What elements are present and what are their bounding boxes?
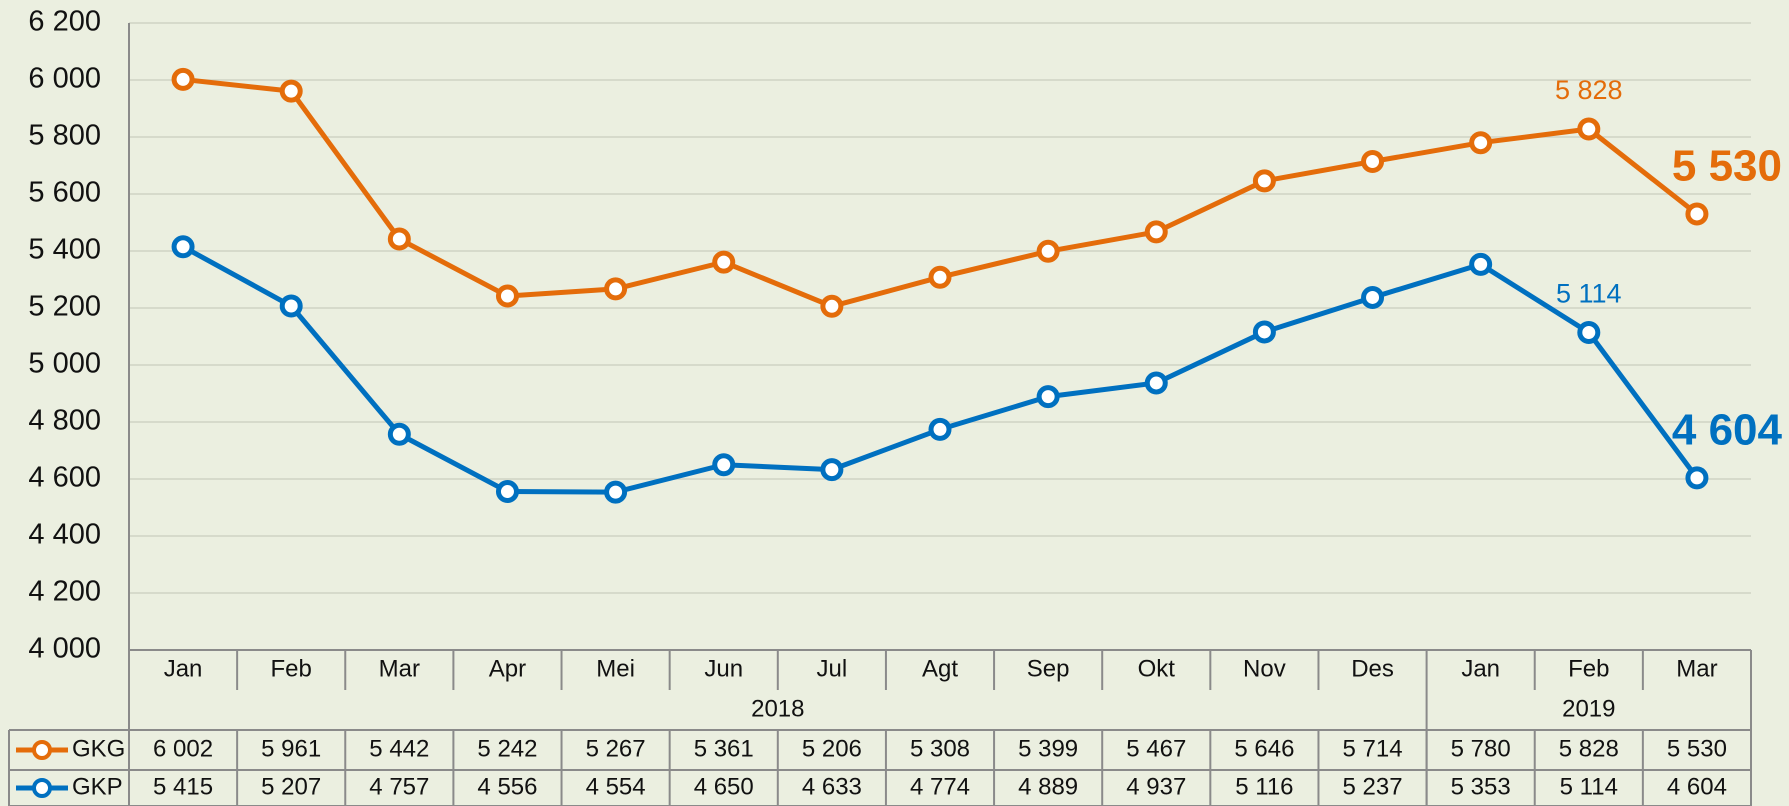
table-value: 5 646 (1234, 735, 1294, 762)
y-tick-label: 4 000 (28, 633, 101, 665)
table-value: 4 889 (1018, 773, 1078, 800)
table-value: 4 604 (1667, 773, 1727, 800)
y-tick-label: 4 600 (28, 462, 101, 494)
x-tick-label: Mei (596, 655, 635, 682)
legend-marker (32, 740, 52, 760)
y-tick-label: 4 200 (28, 576, 101, 608)
table-value: 4 757 (369, 773, 429, 800)
table-value: 5 828 (1559, 735, 1619, 762)
point (171, 235, 195, 259)
point (495, 284, 519, 308)
point (604, 277, 628, 301)
table-value: 4 633 (802, 773, 862, 800)
point (1036, 385, 1060, 409)
table-value: 4 774 (910, 773, 970, 800)
point (387, 227, 411, 251)
y-tick-label: 6 200 (28, 6, 101, 38)
table-value: 5 530 (1667, 735, 1727, 762)
point (495, 480, 519, 504)
point (1361, 150, 1385, 174)
data-label: 5 828 (1555, 75, 1623, 105)
point (712, 250, 736, 274)
table-value: 4 556 (477, 773, 537, 800)
point (1685, 202, 1709, 226)
point (1577, 117, 1601, 141)
table-value: 5 353 (1451, 773, 1511, 800)
x-tick-label: Jul (817, 655, 848, 682)
table-value: 5 237 (1343, 773, 1403, 800)
legend-label: GKP (72, 773, 123, 800)
x-tick-label: Nov (1243, 655, 1286, 682)
point (171, 67, 195, 91)
y-tick-label: 5 400 (28, 234, 101, 266)
x-tick-label: Apr (489, 655, 526, 682)
table-value: 4 554 (586, 773, 646, 800)
x-tick-label: Okt (1138, 655, 1176, 682)
x-tick-label: Feb (1568, 655, 1609, 682)
x-tick-label: Mar (1676, 655, 1717, 682)
y-tick-label: 5 800 (28, 120, 101, 152)
x-tick-label: Agt (922, 655, 958, 682)
table-value: 5 308 (910, 735, 970, 762)
y-tick-label: 4 400 (28, 519, 101, 551)
table-value: 5 467 (1126, 735, 1186, 762)
point (1144, 371, 1168, 395)
table-value: 5 415 (153, 773, 213, 800)
x-tick-label: Jan (1461, 655, 1500, 682)
point (1469, 252, 1493, 276)
point (1036, 239, 1060, 263)
table-value: 5 267 (586, 735, 646, 762)
point (387, 422, 411, 446)
table-value: 5 780 (1451, 735, 1511, 762)
point (820, 458, 844, 482)
data-label: 5 114 (1556, 279, 1622, 309)
data-label: 5 530 (1672, 142, 1782, 191)
table-value: 5 714 (1343, 735, 1403, 762)
x-tick-label: Des (1351, 655, 1394, 682)
point (928, 265, 952, 289)
point (1361, 285, 1385, 309)
table-value: 5 116 (1235, 773, 1293, 800)
point (279, 79, 303, 103)
table-value: 5 399 (1018, 735, 1078, 762)
x-tick-label: Jun (704, 655, 743, 682)
point (1252, 320, 1276, 344)
table-value: 5 361 (694, 735, 754, 762)
table-value: 5 207 (261, 773, 321, 800)
y-tick-label: 5 600 (28, 177, 101, 209)
x-tick-label: Jan (164, 655, 203, 682)
legend-label: GKG (72, 735, 125, 762)
table-value: 4 650 (694, 773, 754, 800)
x-tick-label: Sep (1027, 655, 1070, 682)
year-label: 2019 (1562, 695, 1615, 722)
table-value: 6 002 (153, 735, 213, 762)
point (1469, 131, 1493, 155)
point (1252, 169, 1276, 193)
point (279, 294, 303, 318)
point (820, 294, 844, 318)
legend-marker (32, 778, 52, 798)
table-value: 5 206 (802, 735, 862, 762)
table-value: 5 242 (477, 735, 537, 762)
table-value: 5 442 (369, 735, 429, 762)
point (1685, 466, 1709, 490)
x-tick-label: Mar (379, 655, 420, 682)
table-value: 5 961 (261, 735, 321, 762)
table-value: 4 937 (1126, 773, 1186, 800)
data-label: 4 604 (1672, 405, 1783, 454)
point (1144, 220, 1168, 244)
table-value: 5 114 (1560, 773, 1618, 800)
x-tick-label: Feb (271, 655, 312, 682)
point (712, 453, 736, 477)
y-tick-label: 6 000 (28, 63, 101, 95)
point (1577, 321, 1601, 345)
y-tick-label: 5 000 (28, 348, 101, 380)
point (928, 417, 952, 441)
year-label: 2018 (751, 695, 804, 722)
point (604, 480, 628, 504)
y-tick-label: 5 200 (28, 291, 101, 323)
y-tick-label: 4 800 (28, 405, 101, 437)
